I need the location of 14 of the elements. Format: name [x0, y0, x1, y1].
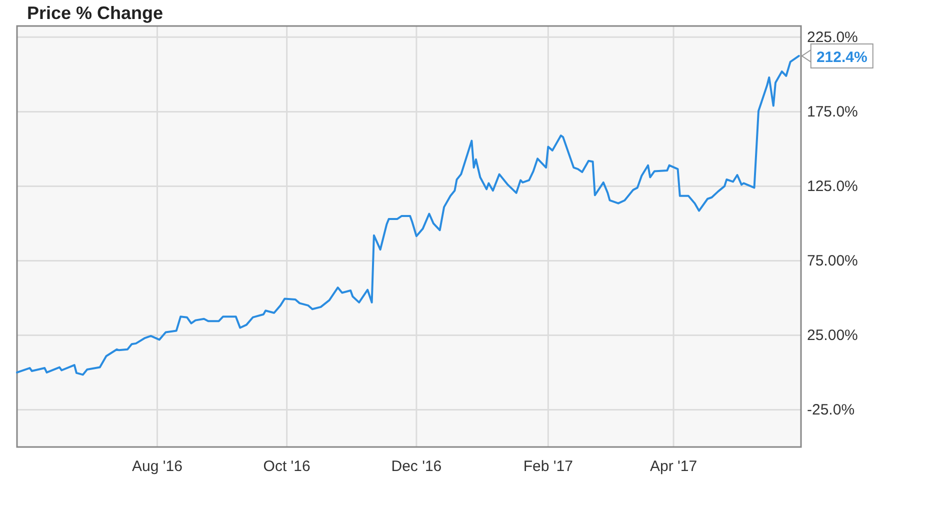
x-tick-label: Oct '16 [263, 458, 310, 475]
x-tick-label: Aug '16 [132, 458, 182, 475]
annotation: 212.4% [816, 48, 868, 66]
y-tick-label: 225.0% [807, 29, 858, 46]
y-tick-label: 75.00% [807, 252, 858, 270]
y-tick-label: -25.0% [807, 402, 855, 419]
y-tick-label: 125.0% [807, 178, 858, 196]
x-tick-label: Apr '17 [650, 458, 698, 475]
y-tick-label: 175.0% [807, 104, 858, 121]
x-tick-label: Feb '17 [523, 458, 573, 475]
y-tick-label: 25.00% [807, 327, 858, 344]
line-series [16, 54, 800, 376]
x-tick-label: Dec '16 [391, 458, 442, 475]
chart-title: Price % Change [27, 3, 164, 23]
